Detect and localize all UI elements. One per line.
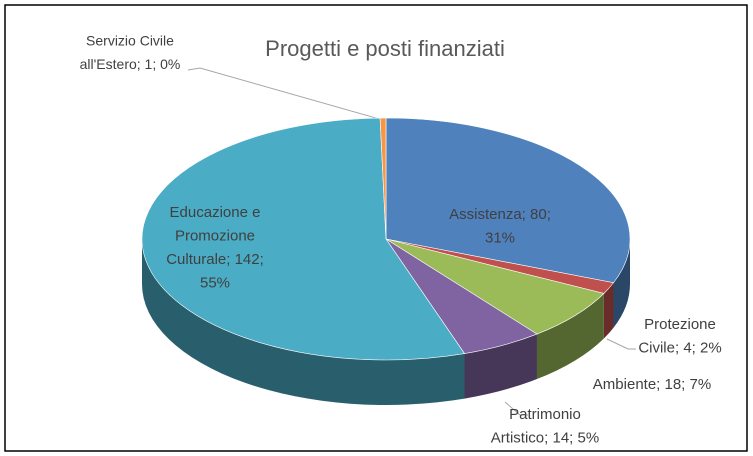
leader-lines bbox=[187, 67, 636, 416]
pie-side bbox=[603, 282, 614, 339]
data-label: 31% bbox=[485, 229, 515, 246]
data-label: Educazione e bbox=[170, 204, 261, 221]
data-label: 55% bbox=[200, 274, 230, 291]
data-label: Promozione bbox=[175, 227, 255, 244]
data-label: Protezione bbox=[644, 316, 716, 333]
pie-tops bbox=[141, 117, 631, 361]
pie-side bbox=[536, 293, 604, 380]
pie-side bbox=[142, 239, 465, 405]
data-labels: Assistenza; 80; 31% Protezione Civile; 4; 2… bbox=[80, 33, 722, 447]
data-label: Ambiente; 18; 7% bbox=[593, 376, 711, 393]
data-label: Civile; 4; 2% bbox=[638, 339, 721, 356]
data-label: Patrimonio bbox=[509, 406, 581, 423]
data-label: Artistico; 14; 5% bbox=[491, 429, 599, 446]
leader-line bbox=[504, 401, 528, 416]
pie-slice bbox=[141, 117, 466, 361]
leader-line bbox=[187, 67, 384, 121]
pie-slice bbox=[385, 117, 631, 284]
pie-slice bbox=[385, 238, 605, 335]
data-label: Servizio Civile bbox=[86, 33, 174, 49]
data-label: all'Estero; 1; 0% bbox=[80, 56, 181, 72]
chart-title: Progetti e posti finanziati bbox=[265, 36, 505, 61]
data-label: Culturale; 142; bbox=[166, 251, 264, 268]
leader-line bbox=[606, 338, 636, 350]
data-label: Assistenza; 80; bbox=[449, 206, 551, 223]
pie-slice bbox=[379, 117, 387, 240]
